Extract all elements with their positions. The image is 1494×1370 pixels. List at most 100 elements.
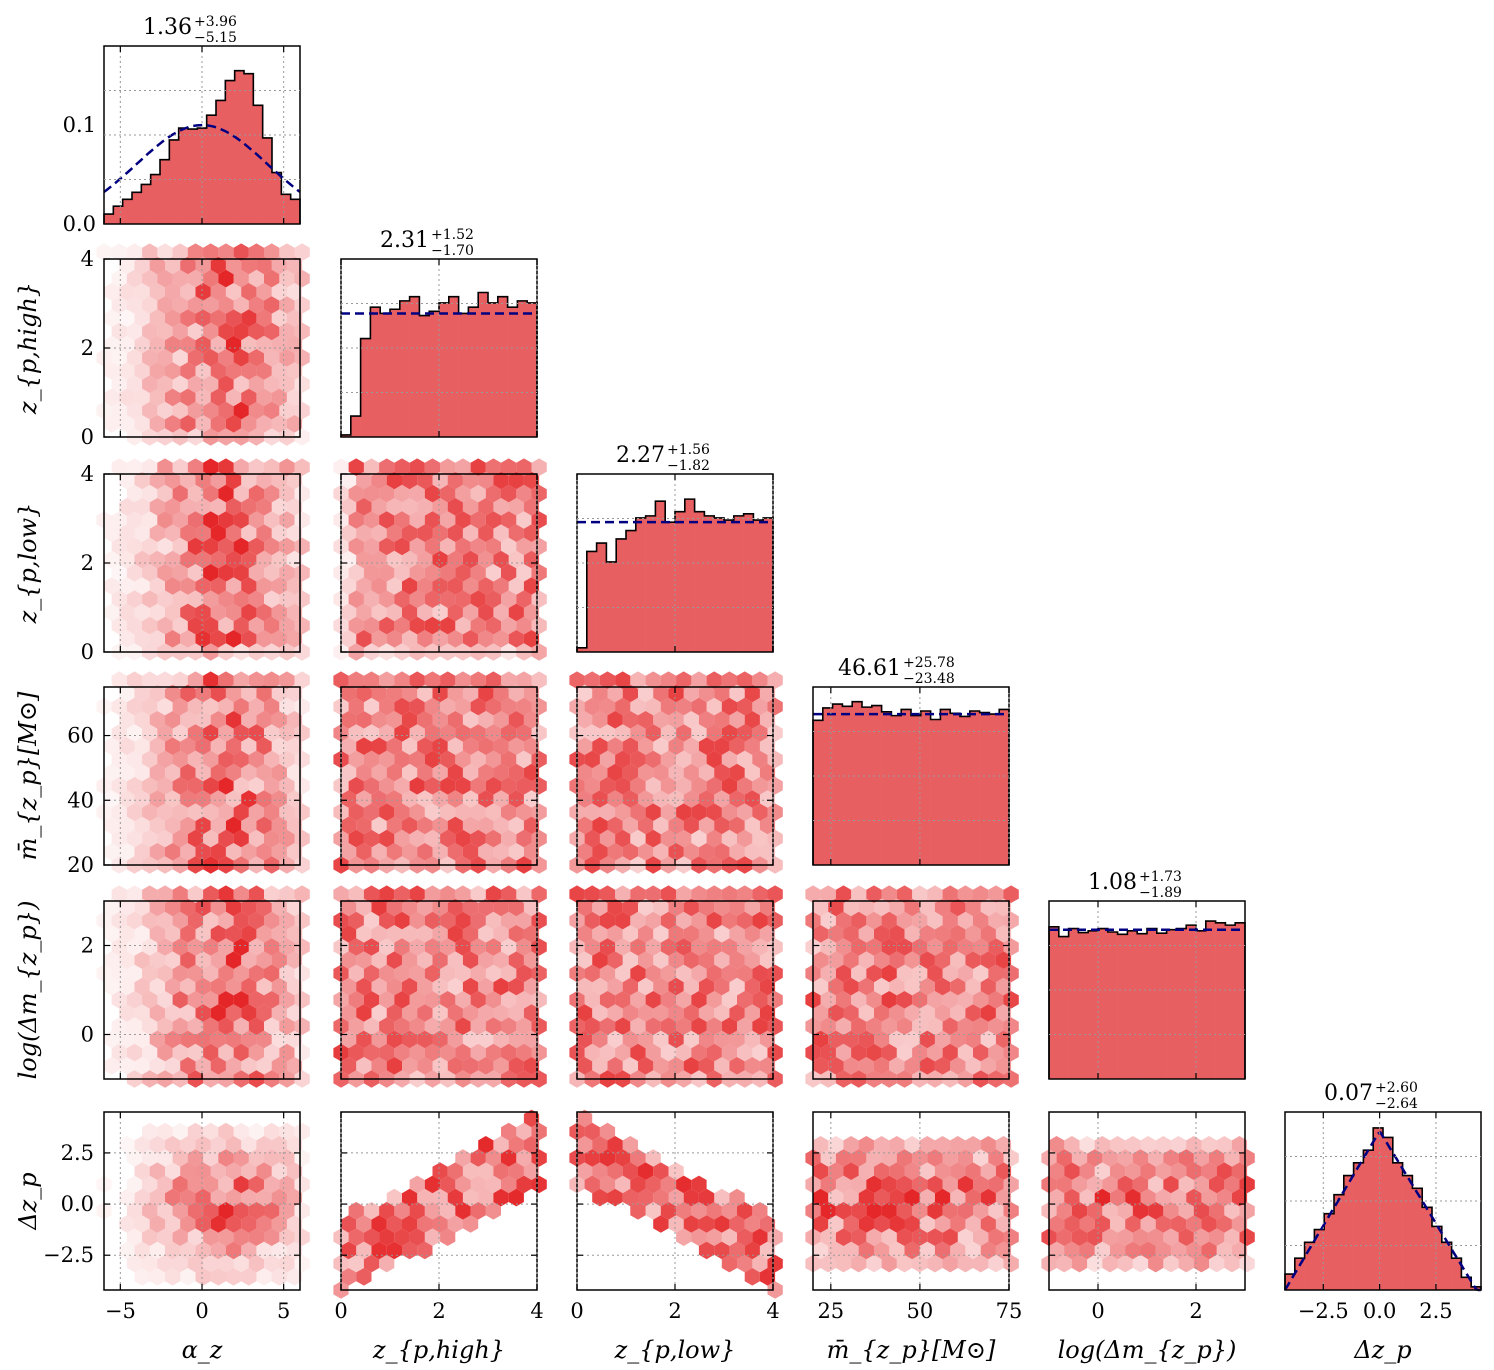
hexbin-cell	[157, 964, 173, 983]
hexbin-cell	[653, 1162, 669, 1180]
hexbin-cell	[965, 951, 981, 969]
hexbin-cell	[485, 938, 501, 956]
hexbin-cell	[424, 991, 441, 1009]
hexbin-cell	[820, 991, 836, 1009]
hexbin-cell	[896, 885, 913, 903]
hexbin-cell	[660, 777, 677, 795]
hexbin-cell	[149, 577, 165, 595]
hexbin-cell	[195, 925, 211, 943]
hexbin-cell	[447, 1215, 463, 1233]
hexbin-cell	[607, 925, 623, 943]
hexbin-cell	[180, 1268, 196, 1286]
hexbin-cell	[440, 991, 456, 1009]
hexbin-cell	[440, 1175, 456, 1194]
hexbin-cell	[165, 256, 181, 275]
hexbin-cell	[417, 843, 433, 861]
hexbin-cell	[371, 498, 387, 516]
hexbin-cell	[142, 777, 158, 795]
hexbin-cell	[1170, 1136, 1187, 1154]
hexbin-cell	[432, 471, 448, 490]
hexbin-cell	[493, 630, 509, 648]
hexbin-cell	[995, 898, 1012, 917]
hexbin-cell	[478, 684, 494, 703]
histogram-bar	[1098, 928, 1109, 1079]
hexbin-cell	[455, 1202, 471, 1220]
hexbin-cell	[744, 763, 760, 782]
hexbin-cell	[126, 1149, 143, 1167]
hexbin-cell	[241, 1162, 257, 1180]
hexbin-cell	[1163, 1175, 1179, 1194]
hexbin-cell	[371, 977, 387, 996]
x-tick-label: 2.5	[1419, 1299, 1452, 1323]
hexbin-cell	[668, 1162, 684, 1180]
hexbin-cell	[455, 616, 471, 635]
hexbin-cell	[942, 991, 958, 1009]
hexbin-cell	[843, 1004, 859, 1022]
hexbin-cell	[241, 763, 257, 782]
hexbin-cell	[493, 951, 509, 969]
hexbin-cell	[1140, 1136, 1156, 1154]
hexbin-cell	[858, 1241, 874, 1260]
hexbin-cell	[241, 550, 257, 569]
hexbin-cell	[721, 829, 737, 848]
histogram-bar	[979, 712, 990, 865]
hexbin-cell	[683, 977, 699, 996]
histogram-bar	[1107, 932, 1118, 1079]
hexbin-cell	[455, 750, 471, 769]
histogram-bar	[178, 128, 189, 224]
hexbin-cell	[180, 1215, 196, 1233]
hexbin-cell	[134, 816, 150, 835]
hexbin-cell	[294, 1202, 310, 1220]
hexbin-cell	[835, 1254, 852, 1273]
hexbin-cell	[165, 843, 181, 861]
hexbin-cell	[615, 724, 631, 742]
hexbin-cell	[813, 1215, 829, 1233]
hexbin-cell	[912, 964, 928, 983]
hexbin-cell	[248, 1122, 264, 1141]
hexbin-cell	[462, 977, 479, 996]
hexbin-cell	[1170, 1162, 1187, 1180]
hexbin-cell	[264, 616, 280, 635]
hexbin-cell	[210, 898, 226, 917]
hexbin-cell	[866, 885, 882, 903]
hexbin-cell	[402, 711, 418, 729]
hexbin-cell	[225, 577, 242, 595]
hexbin-cell	[1071, 1228, 1088, 1246]
hexbin-cell	[165, 362, 181, 380]
hexbin-panel-z_p_low-vs-z_p_high	[333, 458, 547, 661]
hexbin-cell	[683, 843, 699, 861]
hexbin-cell	[256, 1188, 272, 1207]
hexbin-cell	[356, 711, 372, 729]
hexbin-cell	[279, 911, 295, 930]
histogram-bar	[1225, 925, 1236, 1079]
hexbin-cell	[225, 1215, 242, 1233]
hexbin-cell	[187, 938, 204, 956]
hexbin-cell	[264, 1175, 280, 1194]
hexbin-cell	[172, 243, 188, 261]
hexbin-cell	[737, 1043, 753, 1062]
hexbin-cell	[111, 511, 127, 529]
hexbin-cell	[440, 1202, 456, 1220]
hexbin-cell	[691, 1202, 707, 1220]
histogram-bar	[655, 501, 666, 652]
hexbin-cell	[660, 938, 677, 956]
hexbin-cell	[241, 1268, 257, 1286]
hexbin-cell	[172, 590, 188, 608]
hexbin-cell	[447, 737, 463, 755]
hexbin-cell	[759, 898, 776, 917]
hexbin-cell	[149, 1268, 165, 1286]
hexbin-cell	[683, 684, 699, 703]
hexbin-cell	[973, 1175, 989, 1194]
hexbin-cell	[851, 1175, 867, 1194]
hexbin-cell	[1201, 1215, 1217, 1233]
hexbin-cell	[516, 564, 532, 582]
hexbin-cell	[363, 803, 380, 821]
hexbin-cell	[341, 843, 357, 861]
hexbin-cell	[286, 603, 303, 622]
hexbin-cell	[341, 711, 357, 729]
hexbin-cell	[638, 684, 654, 703]
histogram-bar	[341, 434, 352, 437]
hexbin-cell	[203, 911, 219, 930]
hexbin-cell	[187, 964, 204, 983]
hexbin-cell	[271, 925, 287, 943]
